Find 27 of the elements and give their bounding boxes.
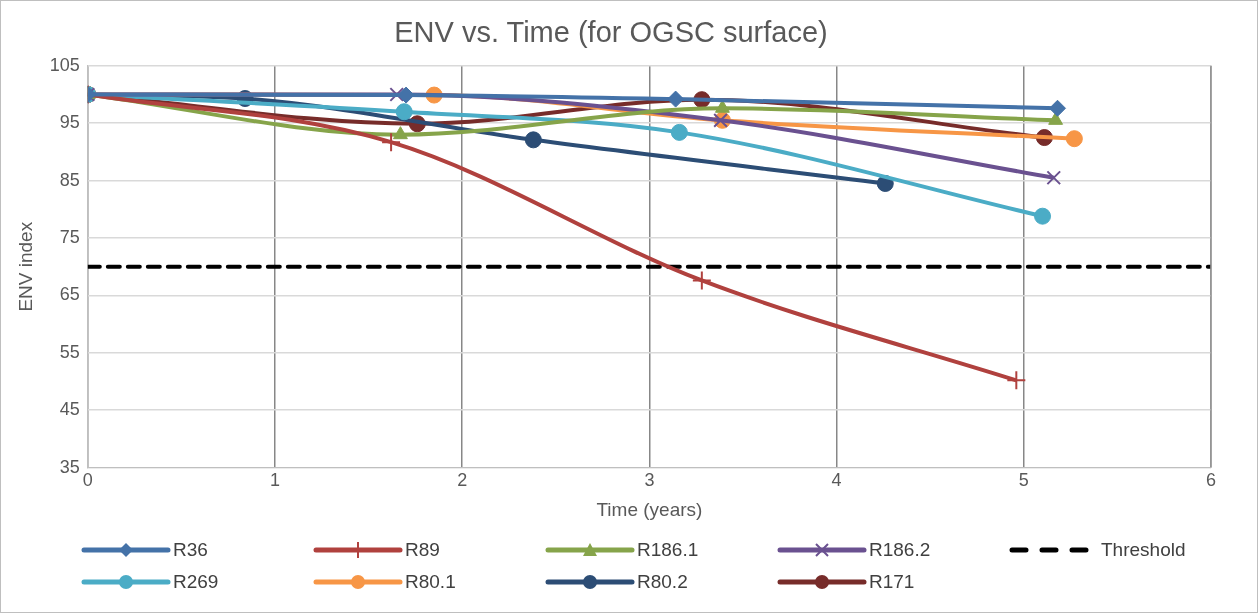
y-tick-label: 55 <box>59 341 80 362</box>
y-tick-label: 95 <box>59 112 80 133</box>
legend-label: R80.1 <box>405 571 456 593</box>
legend-label: R80.2 <box>637 571 688 593</box>
y-tick-label: 85 <box>59 169 80 190</box>
y-tick-label: 75 <box>59 226 80 247</box>
x-tick-label: 5 <box>1018 470 1029 491</box>
x-tick-label: 3 <box>644 470 655 491</box>
y-tick-label: 65 <box>59 284 80 305</box>
x-tick-label: 2 <box>457 470 468 491</box>
x-tick-label: 0 <box>82 470 93 491</box>
legend-label: R186.2 <box>869 539 931 561</box>
y-tick-label: 45 <box>59 399 80 420</box>
y-tick-label: 105 <box>49 54 80 75</box>
y-axis-title: ENV index <box>14 221 36 312</box>
legend-label: Threshold <box>1101 539 1186 561</box>
y-tick-label: 35 <box>59 456 80 477</box>
legend-label: R171 <box>869 571 915 593</box>
legend-label: R186.1 <box>637 539 699 561</box>
x-axis-title: Time (years) <box>596 498 703 520</box>
chart-title: ENV vs. Time (for OGSC surface) <box>394 16 828 49</box>
x-tick-label: 1 <box>270 470 281 491</box>
legend-label: R89 <box>405 539 440 561</box>
x-tick-label: 4 <box>831 470 842 491</box>
legend-label: R269 <box>173 571 219 593</box>
legend-label: R36 <box>173 539 208 561</box>
x-tick-label: 6 <box>1205 470 1217 491</box>
